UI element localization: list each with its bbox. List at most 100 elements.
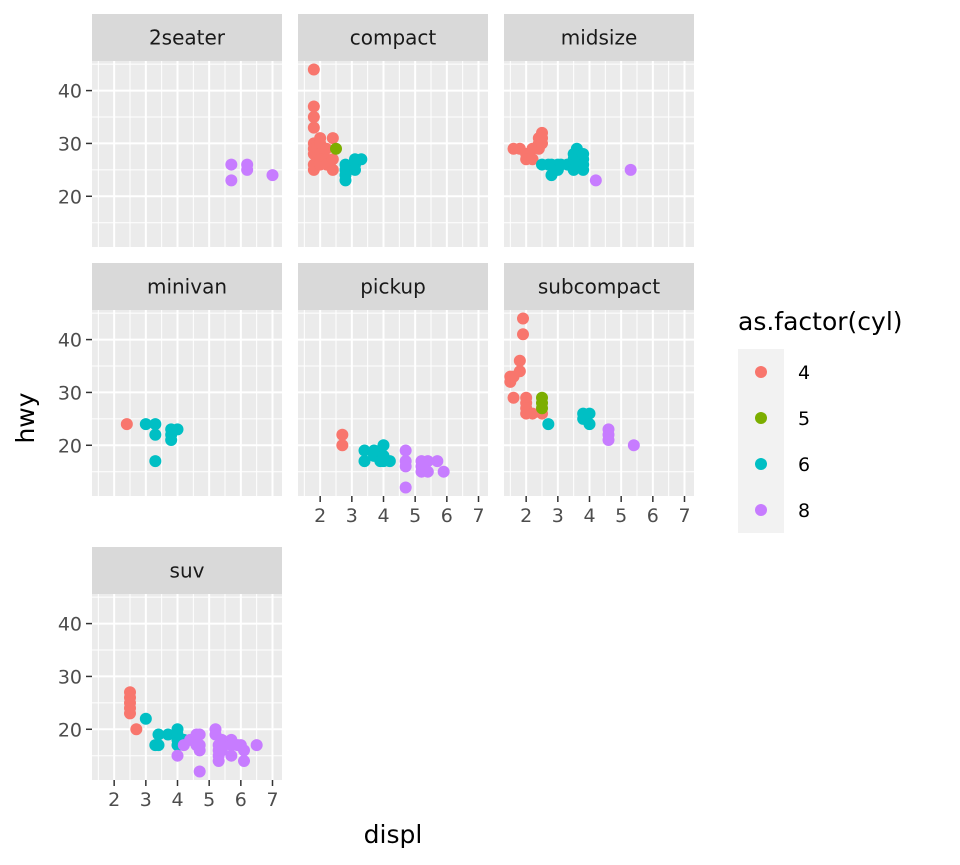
data-point bbox=[326, 132, 339, 145]
data-point bbox=[602, 433, 615, 446]
data-point bbox=[421, 465, 434, 478]
data-point bbox=[349, 163, 361, 176]
data-point bbox=[320, 142, 333, 155]
facet-strip bbox=[504, 263, 694, 310]
data-point bbox=[583, 407, 596, 420]
legend-label-5: 5 bbox=[798, 408, 810, 430]
x-tick-label: 7 bbox=[678, 505, 690, 527]
data-point bbox=[307, 63, 320, 76]
data-point bbox=[149, 418, 162, 431]
y-tick-label: 20 bbox=[58, 719, 82, 741]
legend: as.factor(cyl) 4 5 6 8 bbox=[738, 307, 903, 533]
panel-background bbox=[504, 61, 694, 247]
legend-label-4: 4 bbox=[798, 362, 810, 384]
legend-key-background bbox=[738, 349, 784, 533]
data-point bbox=[215, 744, 228, 757]
panel-background bbox=[298, 310, 488, 496]
facet-strip-label: subcompact bbox=[538, 275, 660, 299]
data-point bbox=[238, 744, 250, 757]
y-tick-label: 40 bbox=[58, 614, 82, 636]
data-point bbox=[589, 174, 602, 187]
legend-key-5 bbox=[755, 412, 767, 424]
data-point bbox=[339, 174, 352, 187]
y-tick-label: 40 bbox=[58, 330, 82, 352]
x-tick-label: 7 bbox=[266, 789, 278, 811]
y-tick-label: 20 bbox=[58, 186, 82, 208]
data-point bbox=[383, 455, 396, 468]
data-point bbox=[513, 365, 526, 378]
facet-2seater: 2seater 20 30 40 bbox=[58, 14, 282, 247]
x-tick-label: 2 bbox=[314, 505, 326, 527]
facet-strip bbox=[92, 14, 282, 61]
data-point bbox=[355, 153, 368, 166]
facet-subcompact: subcompact 2 3 4 5 6 7 bbox=[504, 263, 694, 527]
panel-background bbox=[92, 594, 282, 780]
data-point bbox=[526, 153, 539, 166]
data-point bbox=[193, 765, 206, 778]
data-point bbox=[238, 754, 250, 767]
data-point bbox=[399, 460, 412, 473]
panel-background bbox=[504, 310, 694, 496]
legend-label-8: 8 bbox=[798, 500, 810, 522]
panel-background bbox=[92, 310, 282, 496]
data-point bbox=[152, 728, 165, 741]
facet-compact: compact bbox=[298, 14, 488, 247]
x-tick-label: 2 bbox=[520, 505, 532, 527]
data-point bbox=[377, 439, 390, 452]
data-point bbox=[165, 433, 178, 446]
facet-pickup: pickup 2 3 4 5 6 7 bbox=[298, 263, 488, 527]
facet-suv: suv 20 30 40 2 3 4 5 6 7 bbox=[58, 547, 282, 811]
data-point bbox=[536, 137, 548, 150]
data-point bbox=[507, 391, 520, 404]
data-point bbox=[162, 728, 174, 741]
facet-strip bbox=[92, 263, 282, 310]
x-tick-label: 6 bbox=[647, 505, 659, 527]
data-point bbox=[241, 163, 254, 176]
data-point bbox=[171, 423, 184, 436]
x-tick-label: 3 bbox=[552, 505, 564, 527]
y-tick-label: 30 bbox=[58, 666, 82, 688]
x-tick-label: 5 bbox=[615, 505, 627, 527]
data-point bbox=[399, 444, 412, 457]
x-axis-title: displ bbox=[364, 820, 423, 849]
data-point bbox=[326, 163, 339, 176]
legend-key-8 bbox=[755, 504, 767, 516]
y-tick-label: 40 bbox=[58, 81, 82, 103]
data-point bbox=[149, 455, 162, 468]
y-tick-label: 30 bbox=[58, 382, 82, 404]
y-tick-label: 20 bbox=[58, 435, 82, 457]
data-point bbox=[542, 418, 555, 431]
data-point bbox=[124, 707, 136, 720]
facet-strip-label: 2seater bbox=[149, 26, 226, 50]
facet-midsize: midsize bbox=[504, 14, 694, 247]
facet-minivan: minivan 20 30 40 bbox=[58, 263, 282, 496]
facet-strip-label: suv bbox=[170, 559, 205, 583]
data-point bbox=[171, 749, 184, 762]
data-point bbox=[517, 312, 529, 325]
data-point bbox=[266, 169, 279, 182]
data-point bbox=[225, 749, 238, 762]
data-point bbox=[250, 739, 263, 752]
data-point bbox=[225, 158, 238, 171]
data-point bbox=[421, 455, 434, 468]
data-point bbox=[358, 444, 371, 457]
data-point bbox=[307, 100, 320, 113]
data-point bbox=[624, 163, 637, 176]
data-point bbox=[307, 111, 320, 124]
data-point bbox=[583, 418, 596, 431]
data-point bbox=[536, 402, 548, 415]
legend-key-6 bbox=[755, 458, 767, 470]
x-tick-label: 2 bbox=[108, 789, 120, 811]
data-point bbox=[139, 418, 152, 431]
facet-strip-label: midsize bbox=[561, 26, 638, 50]
legend-key-4 bbox=[755, 366, 767, 378]
data-point bbox=[567, 163, 580, 176]
data-point bbox=[437, 465, 450, 478]
x-tick-label: 3 bbox=[346, 505, 358, 527]
data-point bbox=[130, 723, 143, 736]
data-point bbox=[225, 174, 238, 187]
legend-title: as.factor(cyl) bbox=[738, 307, 903, 336]
x-tick-label: 4 bbox=[171, 789, 183, 811]
data-point bbox=[336, 439, 349, 452]
